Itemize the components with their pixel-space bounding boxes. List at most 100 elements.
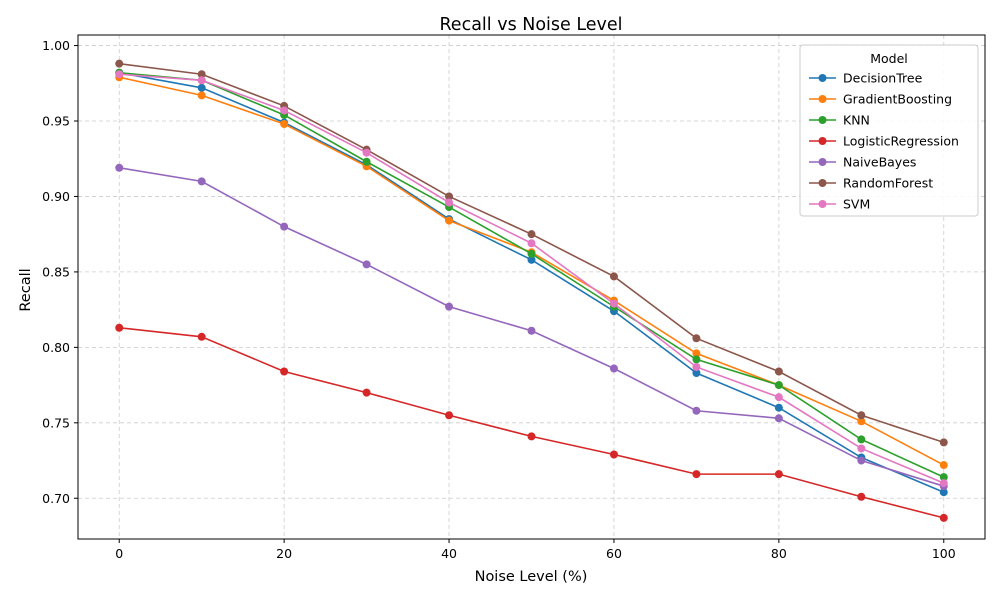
legend-label-naivebayes: NaiveBayes xyxy=(843,155,916,170)
data-point-gradientboosting xyxy=(445,216,454,225)
data-point-naivebayes xyxy=(115,163,124,172)
data-point-naivebayes xyxy=(362,260,371,269)
data-point-gradientboosting xyxy=(692,349,701,358)
data-point-decisiontree xyxy=(692,369,701,378)
legend-label-logisticregression: LogisticRegression xyxy=(843,134,959,149)
x-tick-label: 40 xyxy=(441,546,457,561)
legend-item-knn: KNN xyxy=(809,113,870,128)
data-point-naivebayes xyxy=(857,456,866,465)
x-tick-label: 0 xyxy=(115,546,123,561)
data-point-naivebayes xyxy=(774,414,783,423)
data-point-knn xyxy=(857,435,866,444)
data-point-logisticregression xyxy=(445,411,454,420)
series-svm xyxy=(115,70,948,488)
legend-marker-naivebayes xyxy=(818,158,827,166)
legend-label-decisiontree: DecisionTree xyxy=(843,71,923,86)
data-point-logisticregression xyxy=(197,332,206,341)
legend-label-knn: KNN xyxy=(843,113,870,128)
data-point-svm xyxy=(445,198,454,207)
legend-box xyxy=(799,44,979,217)
series-layer xyxy=(115,59,948,522)
data-point-decisiontree xyxy=(527,255,536,264)
data-point-naivebayes xyxy=(527,326,536,335)
plot-frame xyxy=(77,34,986,540)
legend-marker-randomforest xyxy=(818,179,827,187)
legend-marker-svm xyxy=(818,200,827,208)
y-tick-label: 1.00 xyxy=(42,38,70,53)
data-point-naivebayes xyxy=(280,222,289,231)
legend-item-gradientboosting: GradientBoosting xyxy=(809,92,952,107)
data-point-svm xyxy=(197,76,206,85)
data-point-logisticregression xyxy=(115,323,124,332)
data-point-knn xyxy=(362,157,371,166)
data-point-randomforest xyxy=(445,192,454,201)
data-point-naivebayes xyxy=(197,177,206,186)
data-point-randomforest xyxy=(609,272,618,281)
y-tick-label: 0.70 xyxy=(42,491,70,506)
data-point-svm xyxy=(857,444,866,453)
data-point-randomforest xyxy=(692,334,701,343)
data-point-randomforest xyxy=(197,70,206,79)
legend-label-gradientboosting: GradientBoosting xyxy=(843,92,952,107)
data-point-svm xyxy=(280,106,289,115)
data-point-logisticregression xyxy=(857,492,866,501)
data-point-randomforest xyxy=(527,230,536,239)
series-logisticregression xyxy=(115,323,948,522)
data-point-knn xyxy=(692,355,701,364)
data-point-randomforest xyxy=(939,438,948,447)
data-point-knn xyxy=(527,249,536,258)
x-tick-label: 20 xyxy=(276,546,292,561)
y-tick-label: 0.75 xyxy=(42,415,70,430)
x-tick-label: 80 xyxy=(771,546,787,561)
legend-label-randomforest: RandomForest xyxy=(843,176,933,191)
legend-item-logisticregression: LogisticRegression xyxy=(809,134,959,149)
x-tick-label: 100 xyxy=(932,546,956,561)
data-point-svm xyxy=(115,70,124,79)
data-point-randomforest xyxy=(857,411,866,420)
data-point-logisticregression xyxy=(280,367,289,376)
data-point-gradientboosting xyxy=(939,461,948,470)
x-axis-label: Noise Level (%) xyxy=(475,569,588,585)
y-axis-label: Recall xyxy=(18,268,34,311)
data-point-logisticregression xyxy=(774,470,783,479)
legend-label-svm: SVM xyxy=(843,197,870,212)
data-point-naivebayes xyxy=(445,302,454,311)
data-point-randomforest xyxy=(115,59,124,68)
data-point-svm xyxy=(609,299,618,308)
legend-item-decisiontree: DecisionTree xyxy=(809,71,923,86)
y-tick-label: 0.90 xyxy=(42,189,70,204)
data-point-logisticregression xyxy=(692,470,701,479)
legend-item-randomforest: RandomForest xyxy=(809,176,933,191)
data-point-logisticregression xyxy=(362,388,371,397)
series-randomforest xyxy=(115,59,948,447)
legend-marker-gradientboosting xyxy=(818,95,827,103)
data-point-knn xyxy=(774,381,783,390)
legend: Model DecisionTree GradientBoosting KNN Log… xyxy=(799,44,979,217)
axis-ticks: 0 20 40 60 80 100 0.70 0.75 0.80 0.85 0.90 0.95 1.00 xyxy=(42,38,956,561)
legend-marker-logisticregression xyxy=(818,137,827,145)
x-tick-label: 60 xyxy=(606,546,622,561)
data-point-svm xyxy=(362,148,371,157)
data-point-logisticregression xyxy=(609,450,618,459)
legend-item-svm: SVM xyxy=(809,197,870,212)
data-point-logisticregression xyxy=(939,513,948,522)
legend-marker-knn xyxy=(818,116,827,124)
data-point-knn xyxy=(939,473,948,482)
data-point-svm xyxy=(939,479,948,488)
y-tick-label: 0.80 xyxy=(42,340,70,355)
data-point-naivebayes xyxy=(609,364,618,373)
chart-title: Recall vs Noise Level xyxy=(439,15,622,35)
legend-item-naivebayes: NaiveBayes xyxy=(809,155,916,170)
data-point-naivebayes xyxy=(692,406,701,415)
data-point-gradientboosting xyxy=(197,91,206,100)
legend-title: Model xyxy=(870,51,908,66)
data-point-decisiontree xyxy=(774,403,783,412)
legend-marker-decisiontree xyxy=(818,74,827,82)
data-point-logisticregression xyxy=(527,432,536,441)
data-point-svm xyxy=(692,362,701,371)
data-point-svm xyxy=(774,393,783,402)
data-point-gradientboosting xyxy=(280,120,289,129)
data-point-svm xyxy=(527,239,536,248)
data-point-randomforest xyxy=(774,367,783,376)
